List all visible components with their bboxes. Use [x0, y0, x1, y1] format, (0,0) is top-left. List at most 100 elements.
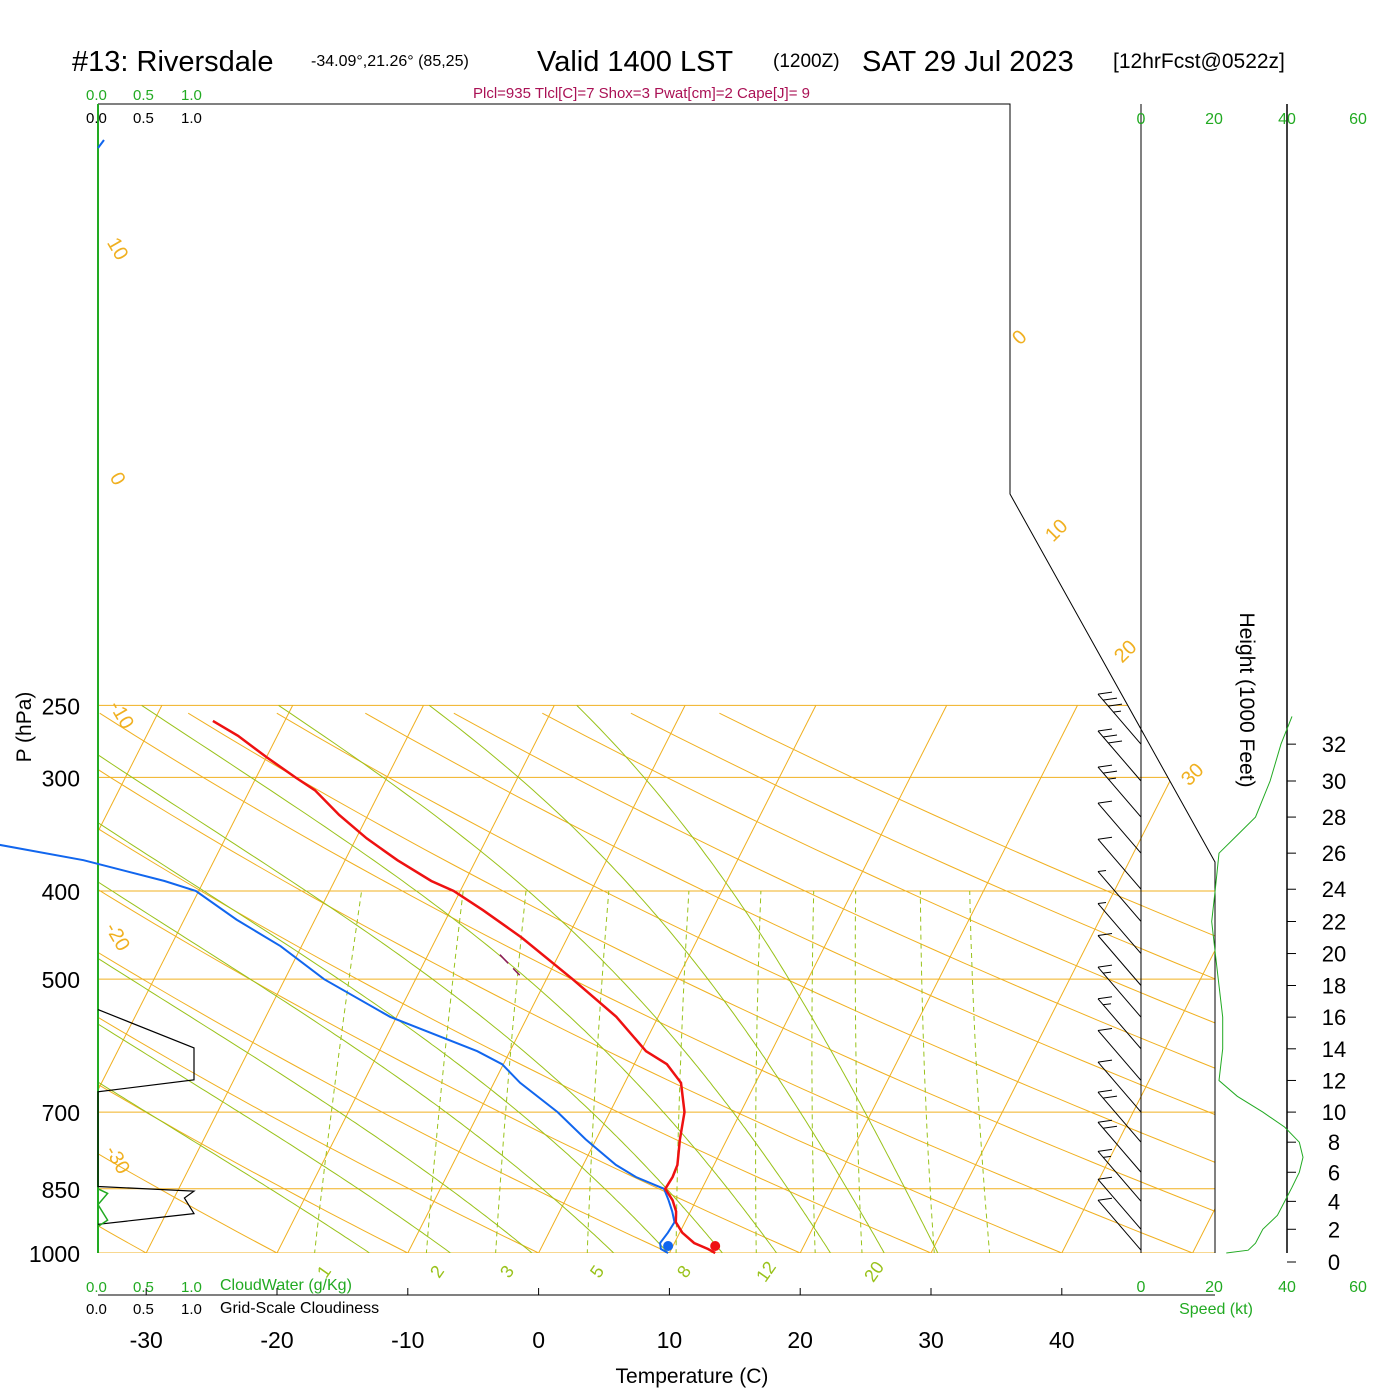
isotherm-label: 0: [105, 469, 130, 490]
isotherm: [789, 705, 1078, 1253]
dry-adiabat: [630, 712, 1215, 1253]
cloud-water-label: CloudWater (g/Kg): [220, 1277, 352, 1294]
wind-barb-flag: [1097, 1027, 1113, 1031]
moist-adiabat: [278, 704, 844, 1253]
valid-time: Valid 1400 LST: [537, 46, 733, 78]
speed-tick-label: 40: [1278, 1279, 1296, 1296]
wind-barb: [1097, 903, 1142, 954]
height-tick-label: 26: [1322, 841, 1346, 866]
wind-barb-flag: [1097, 800, 1113, 804]
speed-tick-label: 0: [1137, 111, 1146, 128]
speed-tick-label: 60: [1349, 111, 1367, 128]
wind-barb-flag: [1107, 740, 1123, 744]
wind-barb: [1097, 966, 1142, 1018]
speed-tick-label: 40: [1278, 111, 1296, 128]
wind-barb-flag: [1107, 777, 1117, 780]
height-axis-label: Height (1000 Feet): [1235, 612, 1258, 787]
wind-barb-flag: [1102, 734, 1118, 738]
wind-barb: [1097, 1151, 1142, 1202]
mixing-ratio-line: [919, 890, 937, 1253]
mixing-ratio-label: 8: [673, 1262, 695, 1282]
mixing-ratio-line: [494, 890, 527, 1253]
wind-barb: [1097, 730, 1142, 782]
moist-adiabat: [428, 705, 896, 1253]
cloud-water-line: [97, 1188, 109, 1228]
height-tick-label: 10: [1322, 1100, 1346, 1125]
moist-adiabat: [98, 705, 556, 1253]
x-axis-label: Temperature (C): [616, 1365, 769, 1388]
isotherm: [98, 705, 294, 1253]
cloudiness-tick: 0.0: [86, 110, 107, 127]
wind-barb: [1097, 871, 1142, 922]
cloud-water-tick: 0.5: [133, 87, 154, 104]
wind-barb-flag: [1097, 1059, 1113, 1063]
isotherm-label: 10: [1041, 515, 1072, 546]
wind-barb-flag: [1102, 1095, 1118, 1099]
moist-adiabat: [98, 704, 739, 1253]
wind-barb: [1097, 1091, 1142, 1143]
forecast-run: [12hrFcst@0522z]: [1113, 50, 1285, 73]
wind-barb-flag: [1097, 902, 1107, 905]
temperature-tick-label: -20: [260, 1327, 293, 1353]
cloudiness-tick: 0.0: [86, 1301, 107, 1318]
wind-barb-flag: [1102, 971, 1112, 974]
dry-adiabat: [453, 712, 1215, 1253]
surface-temperature-marker: [710, 1241, 721, 1251]
wind-barb-flag: [1112, 710, 1122, 713]
cloudiness-tick: 1.0: [181, 110, 202, 127]
height-tick-label: 20: [1322, 942, 1346, 967]
dewpoint-line: [0, 843, 676, 1254]
pressure-tick-label: 300: [42, 765, 80, 791]
isotherm-label: 10: [102, 234, 132, 264]
isotherm-label: -20: [100, 919, 134, 955]
wind-barb-flag: [1102, 770, 1118, 774]
wind-barb-flag: [1097, 728, 1113, 732]
station-coords: -34.09°,21.26° (85,25): [311, 53, 469, 70]
wind-speed-line: [1211, 716, 1304, 1254]
dry-adiabat: [719, 712, 1215, 1253]
isotherm: [266, 705, 555, 1253]
wind-panel: 0246810121416182022242628303200202040406…: [1097, 104, 1367, 1296]
cloud-water-tick: 1.0: [181, 87, 202, 104]
mixing-ratio-line: [586, 890, 610, 1253]
wind-barb: [1097, 998, 1142, 1050]
mixing-ratio-label: 12: [752, 1258, 780, 1286]
isotherm-label: 20: [1110, 636, 1141, 667]
wind-barb: [1097, 1030, 1142, 1081]
wind-barb-flag: [1102, 1155, 1112, 1158]
dry-adiabat: [98, 712, 580, 1253]
dry-adiabat: [276, 712, 1215, 1253]
wind-barb-flag: [1102, 1125, 1118, 1129]
mixing-ratio-label: 3: [496, 1262, 518, 1282]
height-tick-label: 4: [1328, 1189, 1340, 1214]
dry-adiabat: [187, 712, 1215, 1253]
mixing-ratio-line: [811, 890, 817, 1253]
height-tick-label: 24: [1322, 877, 1346, 902]
height-tick-label: 22: [1322, 909, 1346, 934]
speed-tick-label: 20: [1205, 111, 1223, 128]
temperature-tick-label: 10: [657, 1327, 683, 1353]
wind-barb: [1097, 838, 1142, 890]
dry-adiabat: [542, 712, 1215, 1253]
wind-barb-flag: [1097, 1197, 1113, 1201]
height-tick-label: 18: [1322, 974, 1346, 999]
wind-barb-flag: [1102, 697, 1118, 701]
isotherm: [920, 705, 1209, 1253]
height-tick-label: 14: [1322, 1037, 1346, 1062]
moist-adiabat: [576, 705, 948, 1253]
isotherm-label: 30: [1177, 759, 1208, 790]
isotherm: [98, 705, 163, 1253]
dry-adiabat: [98, 712, 1110, 1253]
cloud-scale-top: 0.0 0.5 1.0 0.0 0.5 1.0: [86, 87, 202, 127]
dry-adiabat: [98, 712, 845, 1253]
temperature-line: [212, 719, 716, 1255]
dry-adiabat: [365, 712, 1215, 1253]
pressure-tick-label: 850: [42, 1177, 80, 1203]
moist-adiabat: [98, 704, 634, 1253]
mixing-ratio-line: [854, 890, 864, 1253]
speed-axis-label: Speed (kt): [1179, 1301, 1253, 1318]
height-tick-label: 32: [1322, 732, 1346, 757]
wind-barb: [1097, 693, 1142, 745]
